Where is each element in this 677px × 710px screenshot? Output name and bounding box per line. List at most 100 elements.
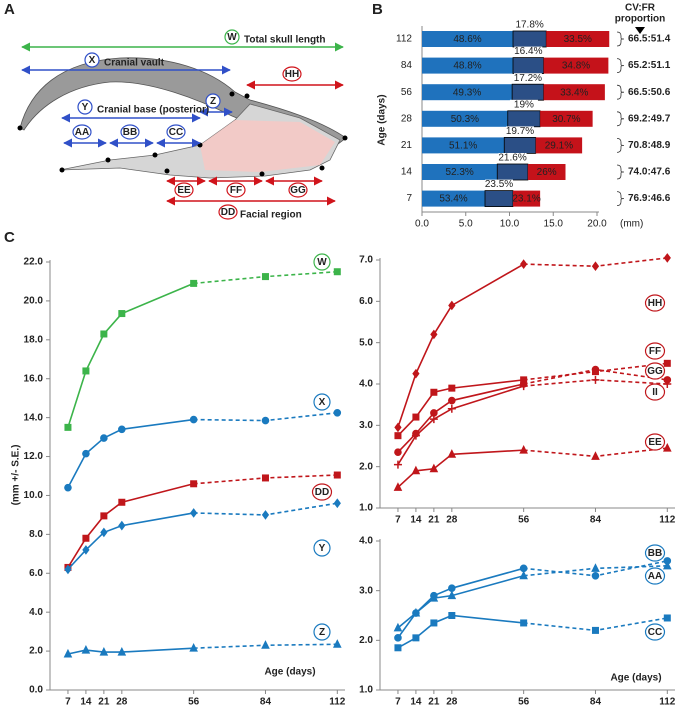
measure-badge <box>120 124 140 140</box>
bar-segment <box>511 83 545 101</box>
label-bg <box>506 126 534 137</box>
measure-badge <box>174 182 194 198</box>
y-tick-label: 1.0 <box>359 685 373 696</box>
segment-label: 19.7% <box>506 126 534 137</box>
y-tick-label: 4.0 <box>359 536 373 547</box>
measure-badge <box>205 93 221 109</box>
point <box>393 622 403 632</box>
series-line <box>397 574 524 629</box>
x-tick-label: 112 <box>659 697 676 708</box>
measure-name: Facial region <box>240 210 302 221</box>
point <box>591 451 600 460</box>
legend-label: W <box>317 257 327 268</box>
measure-id: GG <box>290 185 306 196</box>
panel-letter: C <box>4 229 15 246</box>
y-tick-label: 20.0 <box>24 296 44 307</box>
point <box>190 279 198 287</box>
bar-segment <box>513 190 541 207</box>
bar-segment <box>484 190 514 208</box>
legend-label: AA <box>648 571 662 582</box>
x-tick-label: 15.0 <box>544 219 564 230</box>
measure-name: Cranial base (posterior) <box>97 105 209 116</box>
brace <box>616 31 625 47</box>
x-tick-label: 14 <box>410 515 422 526</box>
y-tick-label: 18.0 <box>24 334 44 345</box>
measure-id: Z <box>210 96 216 107</box>
bar-segment <box>503 136 537 154</box>
point <box>429 463 439 473</box>
bar-segment <box>543 57 609 74</box>
point <box>333 408 342 417</box>
proportion-label: 76.9:46.6 <box>628 193 671 204</box>
series-badge <box>644 623 666 641</box>
segment-label: 26% <box>537 167 557 178</box>
x-tick-label: 7 <box>65 697 71 708</box>
series-badge <box>644 294 666 312</box>
measure-badge <box>84 52 100 68</box>
x-tick-label: 14 <box>410 697 422 708</box>
point <box>447 404 456 413</box>
panel-letter: B <box>372 1 383 18</box>
series-badge <box>644 544 666 562</box>
x-tick-label: 14 <box>80 697 92 708</box>
point <box>64 423 72 431</box>
point <box>519 570 528 580</box>
point <box>429 415 438 424</box>
point <box>430 388 438 396</box>
point <box>663 380 672 388</box>
label-bg <box>514 46 543 57</box>
point <box>100 434 108 442</box>
point <box>100 330 108 338</box>
segment-label: 23.1% <box>512 194 540 205</box>
legend-label: CC <box>648 627 662 638</box>
bar-segment <box>546 31 610 47</box>
bar-segment <box>422 110 508 127</box>
point <box>100 527 108 538</box>
point <box>519 382 528 391</box>
legend-label: X <box>319 397 326 408</box>
point <box>333 268 341 276</box>
point <box>394 422 402 433</box>
series-badge <box>313 623 331 641</box>
point <box>448 384 456 392</box>
measure-id: DD <box>221 207 235 218</box>
point <box>412 413 420 421</box>
point <box>118 498 126 506</box>
x-tick-label: 20.0 <box>587 219 607 230</box>
point <box>333 498 341 509</box>
measure-id: FF <box>230 185 242 196</box>
measure-id: HH <box>285 69 299 80</box>
point <box>82 545 90 555</box>
y-tick-label: 12.0 <box>24 451 44 462</box>
legend-label: FF <box>649 346 661 357</box>
bar-segment <box>512 57 545 74</box>
label-bg <box>509 99 538 110</box>
point <box>448 584 456 592</box>
point <box>591 626 599 634</box>
segment-label: 16.4% <box>514 46 542 57</box>
x-tick-label: 56 <box>188 697 200 708</box>
series-line <box>67 483 194 568</box>
proportion-header: CV:FR <box>625 3 656 14</box>
measure-badge <box>218 204 238 220</box>
point <box>429 592 439 602</box>
segment-label: 52.3% <box>445 167 473 178</box>
point <box>118 425 126 434</box>
point <box>394 432 402 440</box>
x-tick-label: 112 <box>659 515 676 526</box>
point <box>261 640 270 649</box>
measure-badge <box>224 29 240 45</box>
brace <box>616 111 625 127</box>
point <box>261 510 270 520</box>
skull-diagram <box>17 42 348 206</box>
proportion-header: proportion <box>615 14 666 25</box>
series-line <box>397 263 525 428</box>
y-tick-label: 1.0 <box>359 503 373 514</box>
segment-label: 21.6% <box>498 153 526 164</box>
measure-badge <box>288 182 308 198</box>
point <box>430 619 438 627</box>
point <box>663 253 671 263</box>
point <box>333 471 341 479</box>
point <box>447 590 457 600</box>
segment-label: 23.5% <box>485 179 513 190</box>
